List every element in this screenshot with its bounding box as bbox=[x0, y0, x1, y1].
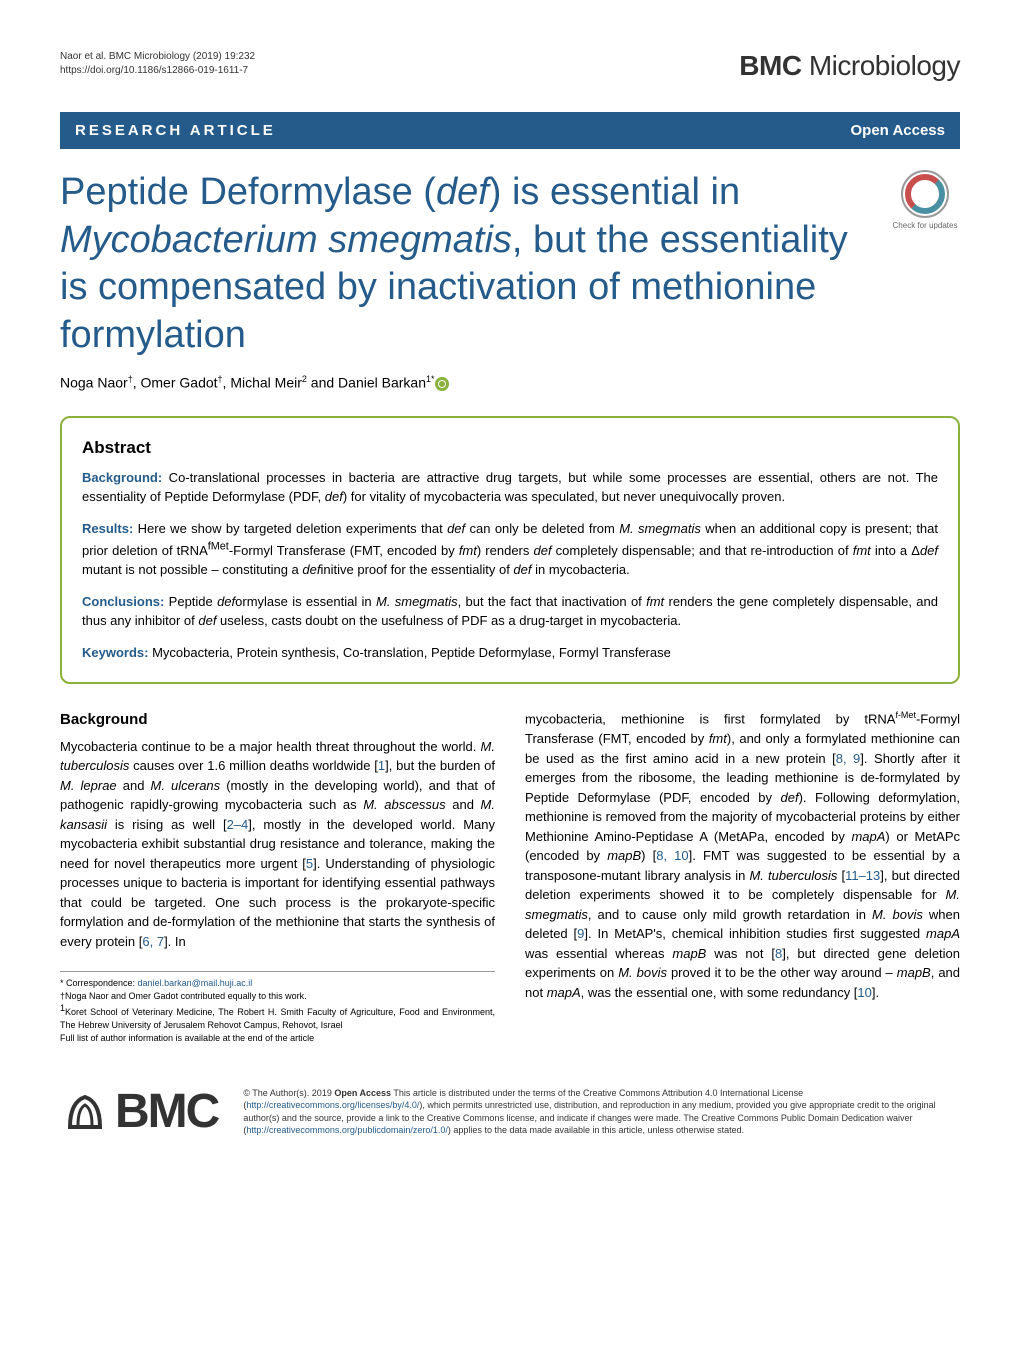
affiliation: 1Koret School of Veterinary Medicine, Th… bbox=[60, 1002, 495, 1031]
check-updates-label: Check for updates bbox=[890, 221, 960, 230]
keywords-text: Mycobacteria, Protein synthesis, Co-tran… bbox=[148, 645, 670, 660]
bmc-text: BMC bbox=[115, 1084, 218, 1139]
bmc-icon bbox=[60, 1087, 110, 1137]
abstract-conclusions: Conclusions: Peptide deformylase is esse… bbox=[82, 592, 938, 631]
citation-line2: https://doi.org/10.1186/s12866-019-1611-… bbox=[60, 64, 255, 78]
article-type: RESEARCH ARTICLE bbox=[75, 122, 276, 139]
keywords-label: Keywords: bbox=[82, 645, 148, 660]
correspondence-label: * Correspondence: bbox=[60, 978, 138, 988]
citation-line1: Naor et al. BMC Microbiology (2019) 19:2… bbox=[60, 50, 255, 64]
crossmark-icon bbox=[900, 169, 950, 219]
conclusions-text: Peptide deformylase is essential in M. s… bbox=[82, 594, 938, 629]
col2-text: mycobacteria, methionine is first formyl… bbox=[525, 709, 960, 1002]
header-row: Naor et al. BMC Microbiology (2019) 19:2… bbox=[60, 50, 960, 82]
journal-logo: BMC Microbiology bbox=[739, 50, 960, 82]
abstract-box: Abstract Background: Co-translational pr… bbox=[60, 416, 960, 684]
background-heading: Background bbox=[60, 709, 495, 732]
title-row: Peptide Deformylase (def) is essential i… bbox=[60, 169, 960, 359]
column-left: Background Mycobacteria continue to be a… bbox=[60, 709, 495, 1044]
full-list: Full list of author information is avail… bbox=[60, 1032, 495, 1045]
bmc-logo: BMC bbox=[60, 1084, 218, 1139]
footer-bar: BMC © The Author(s). 2019 Open Access Th… bbox=[60, 1069, 960, 1154]
authors: Noga Naor†, Omer Gadot†, Michal Meir2 an… bbox=[60, 374, 960, 391]
open-access-label: Open Access bbox=[851, 122, 946, 139]
body-columns: Background Mycobacteria continue to be a… bbox=[60, 709, 960, 1044]
journal-bold: BMC bbox=[739, 50, 801, 81]
background-text: Co-translational processes in bacteria a… bbox=[82, 470, 938, 505]
column-right: mycobacteria, methionine is first formyl… bbox=[525, 709, 960, 1044]
correspondence-email[interactable]: daniel.barkan@mail.huji.ac.il bbox=[138, 978, 253, 988]
results-label: Results: bbox=[82, 521, 133, 536]
check-updates-badge[interactable]: Check for updates bbox=[890, 169, 960, 230]
journal-rest: Microbiology bbox=[802, 50, 960, 81]
abstract-keywords: Keywords: Mycobacteria, Protein synthesi… bbox=[82, 643, 938, 663]
background-label: Background: bbox=[82, 470, 162, 485]
conclusions-label: Conclusions: bbox=[82, 594, 164, 609]
orcid-icon[interactable] bbox=[435, 377, 449, 391]
citation: Naor et al. BMC Microbiology (2019) 19:2… bbox=[60, 50, 255, 78]
abstract-heading: Abstract bbox=[82, 438, 938, 458]
abstract-results: Results: Here we show by targeted deleti… bbox=[82, 519, 938, 580]
article-type-bar: RESEARCH ARTICLE Open Access bbox=[60, 112, 960, 149]
license-text: © The Author(s). 2019 Open Access This a… bbox=[243, 1087, 960, 1137]
results-text: Here we show by targeted deletion experi… bbox=[82, 521, 938, 577]
col1-text: Mycobacteria continue to be a major heal… bbox=[60, 737, 495, 952]
article-title: Peptide Deformylase (def) is essential i… bbox=[60, 169, 870, 359]
abstract-background: Background: Co-translational processes i… bbox=[82, 468, 938, 507]
footnotes: * Correspondence: daniel.barkan@mail.huj… bbox=[60, 971, 495, 1044]
equal-contribution: †Noga Naor and Omer Gadot contributed eq… bbox=[60, 990, 495, 1003]
correspondence: * Correspondence: daniel.barkan@mail.huj… bbox=[60, 977, 495, 990]
